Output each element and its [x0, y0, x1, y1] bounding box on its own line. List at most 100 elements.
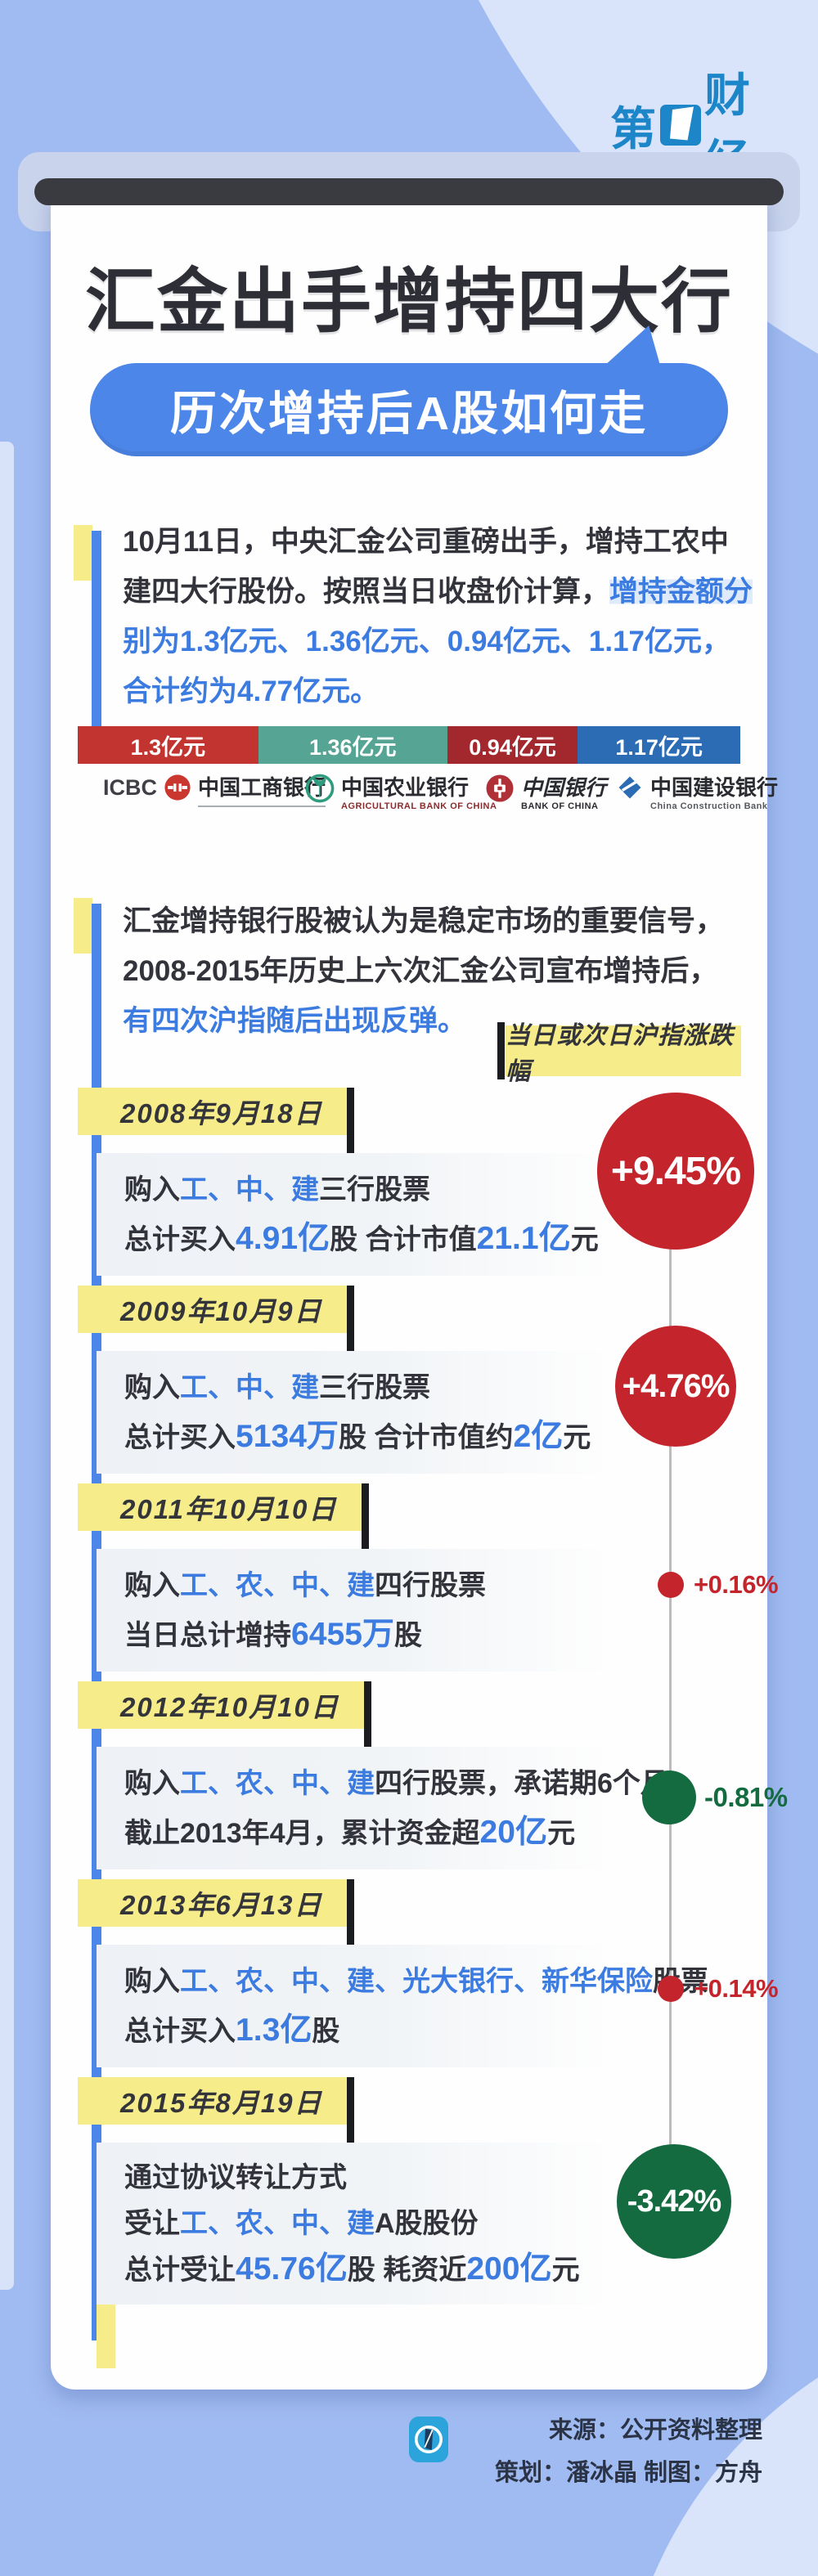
text-segment: A股股份	[375, 2208, 479, 2239]
timeline-date-badge: 2015年8月19日	[78, 2077, 355, 2143]
text-segment: 6455万	[291, 1617, 395, 1652]
abc-wheat-icon	[305, 774, 335, 803]
page-title: 汇金出手增持四大行	[85, 263, 733, 341]
text-segment: 工、农、中、建、光大银行、新华保险	[180, 1966, 653, 1997]
timeline-entry-body: 购入工、农、中、建四行股票，承诺期6个月 截止2013年4月，累计资金超20亿元	[97, 1747, 668, 1869]
subtitle-bubble: 历次增持后A股如何走	[90, 363, 728, 456]
bottom-yellow-accent	[97, 2290, 115, 2368]
amount-bar: 1.3亿元 1.36亿元 0.94亿元 1.17亿元	[78, 726, 740, 764]
text-segment: 总计买入	[124, 2016, 236, 2047]
pct-circle-2012	[642, 1770, 696, 1824]
text-segment: 购入	[124, 1966, 180, 1997]
bank-eng-name: BANK OF CHINA	[521, 801, 599, 811]
entry-line: 购入工、农、中、建、光大银行、新华保险股票	[124, 1957, 708, 2006]
paragraph-yellow-accent	[74, 898, 92, 954]
text-segment: 工、中、建	[180, 1372, 319, 1403]
amount-bar-segment-abc: 1.36亿元	[258, 726, 447, 764]
bank-logo-ccb: 中国建设银行 China Construction Bank	[616, 774, 778, 811]
pct-label-2012: -0.81%	[704, 1782, 788, 1812]
text-segment: 四行股票	[375, 1570, 486, 1601]
ccb-diamond-icon	[618, 776, 641, 799]
pct-label-2013: +0.14%	[694, 1974, 779, 2003]
bank-name: 中国农业银行	[341, 775, 470, 800]
ccb-text: 中国建设银行 China Construction Bank	[650, 774, 778, 811]
entry-line: 当日总计增持6455万股	[124, 1610, 615, 1659]
text-segment: 元	[551, 2255, 580, 2286]
pct-dot-2011	[658, 1572, 684, 1598]
text-segment: 元	[570, 1224, 599, 1255]
timeline-date-badge: 2011年10月10日	[78, 1483, 370, 1549]
bank-eng-name: AGRICULTURAL BANK OF CHINA	[341, 801, 497, 811]
abc-text: 中国农业银行 AGRICULTURAL BANK OF CHINA	[341, 774, 497, 811]
entry-line: 购入工、农、中、建四行股票	[124, 1561, 615, 1610]
entry-line: 总计买入4.91亿股 合计市值21.1亿元	[124, 1214, 615, 1263]
pct-dot-2013	[658, 1976, 684, 2002]
timeline-entry-body: 通过协议转让方式 受让工、农、中、建A股股份 总计受让45.76亿股 耗资近20…	[97, 2143, 615, 2304]
source-line: 来源：公开资料整理	[548, 2417, 762, 2444]
bank-name: 中国银行	[521, 775, 607, 800]
bank-logo-boc: 中国银行 BANK OF CHINA	[485, 774, 606, 811]
intro1-line: 建四大行股份。按照当日收盘价计算，增持金额分	[123, 567, 753, 617]
text-segment: 元	[563, 1422, 591, 1453]
entry-line: 总计买入5134万股 合计市值约2亿元	[124, 1412, 615, 1461]
yicai-logo-char-di: 第	[610, 102, 657, 155]
text-segment: 通过协议转让方式	[124, 2162, 347, 2193]
text-segment: 购入	[124, 1372, 180, 1403]
text-segment: 元	[547, 1818, 576, 1849]
amount-label: 1.17亿元	[615, 734, 703, 760]
amount-bar-segment-boc: 0.94亿元	[447, 726, 578, 764]
bank-name: 中国建设银行	[650, 775, 779, 800]
intro-paragraph-2: 汇金增持银行股被认为是稳定市场的重要信号， 2008-2015年历史上六次汇金公…	[123, 896, 724, 1046]
amount-bar-segment-icbc: 1.3亿元	[78, 726, 258, 764]
timeline-entry-body: 购入工、农、中、建四行股票 当日总计增持6455万股	[97, 1549, 615, 1672]
entry-line: 总计买入1.3亿股	[124, 2006, 615, 2055]
timeline-connector-line	[669, 1169, 672, 2204]
text-segment: 5134万	[236, 1419, 339, 1454]
text-segment: 工、农、中、建	[180, 2208, 375, 2239]
content-sheet: 汇金出手增持四大行 历次增持后A股如何走 10月11日，中央汇金公司重磅出手，增…	[51, 191, 788, 2390]
text-segment: 工、农、中、建	[180, 1570, 375, 1601]
text-segment: 当日总计增持	[124, 1620, 291, 1651]
footer-credits: 来源：公开资料整理 策划：潘冰晶 制图：方舟	[425, 2409, 762, 2494]
text-segment: 股 耗资近	[347, 2255, 467, 2286]
yicai-app-icon	[409, 2417, 448, 2462]
column-header-label: 当日或次日沪指涨跌幅	[497, 1022, 741, 1085]
text-segment: 21.1亿	[476, 1221, 571, 1256]
pct-label-2011: +0.16%	[694, 1570, 779, 1599]
text-segment: 总计买入	[124, 1224, 236, 1255]
entry-line: 购入工、农、中、建四行股票，承诺期6个月	[124, 1759, 668, 1808]
boc-text: 中国银行 BANK OF CHINA	[521, 774, 606, 811]
text-segment: 购入	[124, 1174, 180, 1205]
entry-line: 总计受让45.76亿股 耗资近200亿元	[124, 2246, 615, 2292]
background-left-strip	[0, 442, 14, 2290]
text-segment: 有四次沪指随后出现反弹。	[123, 1005, 467, 1037]
pct-circle-2009: +4.76%	[615, 1326, 736, 1447]
icbc-abbr: ICBC	[103, 775, 157, 800]
bank-logo-icbc: ICBC 中国工商银行	[103, 774, 326, 807]
screen-roller-bar	[34, 178, 784, 205]
text-segment: 总计买入	[124, 1422, 236, 1453]
entry-line: 购入工、中、建三行股票	[124, 1363, 615, 1412]
yicai-one-icon	[660, 105, 701, 146]
timeline-entry-body: 购入工、农、中、建、光大银行、新华保险股票 总计买入1.3亿股	[97, 1945, 708, 2067]
amount-bar-segment-ccb: 1.17亿元	[578, 726, 740, 764]
text-segment: 购入	[124, 1768, 180, 1799]
timeline-entry-body: 购入工、中、建三行股票 总计买入4.91亿股 合计市值21.1亿元	[97, 1153, 615, 1276]
text-segment: 1.3亿	[236, 2013, 312, 2048]
text-segment: 受让	[124, 2208, 180, 2239]
text-segment: 建四大行股份。按照当日收盘价计算，	[123, 576, 610, 608]
text-segment: 4.91亿	[236, 1221, 330, 1256]
yicai-logo-row: 第 财经	[610, 59, 782, 191]
text-segment: 工、中、建	[180, 1174, 319, 1205]
amount-label: 0.94亿元	[469, 734, 556, 760]
entry-line: 截止2013年4月，累计资金超20亿元	[124, 1808, 615, 1857]
timeline-date-badge: 2012年10月10日	[78, 1681, 371, 1747]
timeline-date-badge: 2008年9月18日	[78, 1088, 355, 1153]
text-segment: 截止2013年4月，累计资金超	[124, 1818, 480, 1849]
entry-line: 通过协议转让方式	[124, 2155, 615, 2201]
text-segment: 股	[394, 1620, 423, 1651]
timeline-date-badge: 2009年10月9日	[78, 1286, 355, 1351]
icbc-coin-icon	[164, 774, 191, 801]
text-segment: 2亿	[513, 1419, 564, 1454]
paragraph-yellow-accent	[74, 525, 92, 581]
